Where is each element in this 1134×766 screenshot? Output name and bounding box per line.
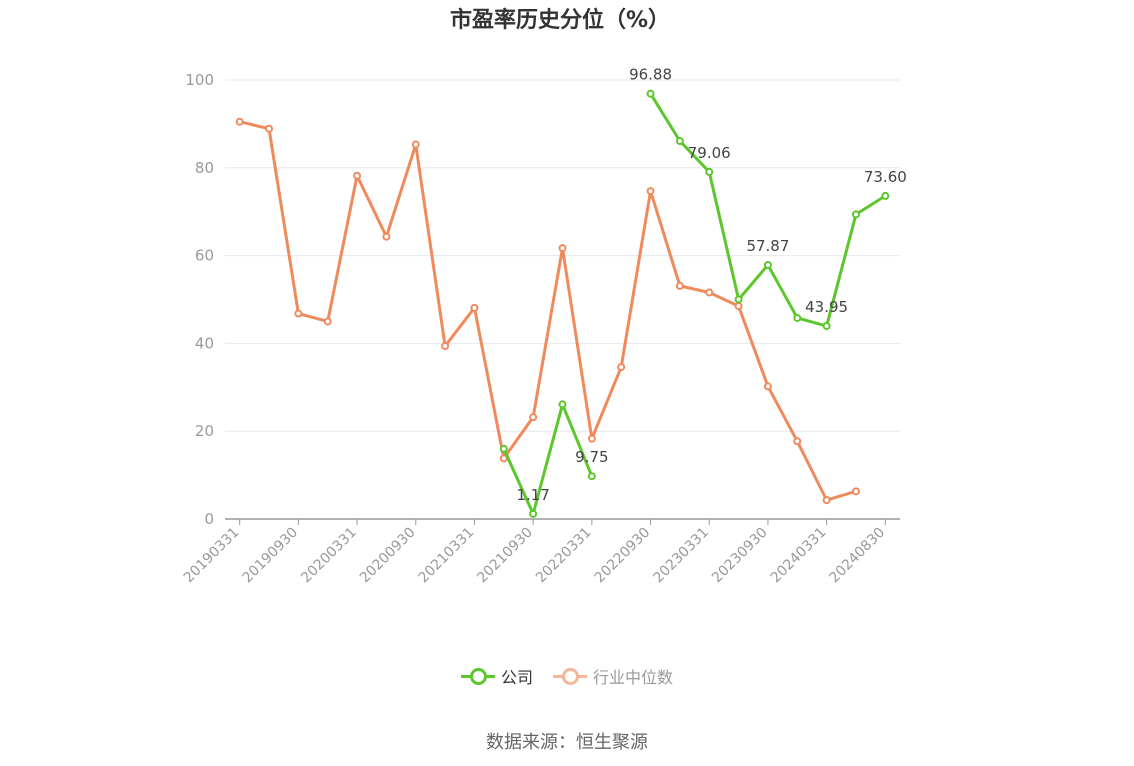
pe-percentile-chart: 0 20 40 60 80 100 2019033120190930202003312020…: [181, 66, 907, 587]
y-tick-label: 60: [195, 247, 214, 265]
data-point-company: [705, 167, 714, 176]
data-label: 1.17: [516, 486, 549, 504]
legend-company-label: 公司: [500, 668, 533, 687]
data-point-industry: [705, 288, 714, 297]
data-point-industry: [529, 413, 538, 422]
legend-item-industry[interactable]: 行业中位数: [553, 664, 673, 688]
data-point-industry: [617, 363, 626, 372]
legend-item-company[interactable]: 公司: [460, 664, 533, 688]
x-tick-label: 20200331: [298, 525, 360, 587]
legend-industry-label: 行业中位数: [593, 668, 674, 687]
y-tick-label: 80: [195, 159, 214, 177]
data-label: 9.75: [575, 448, 608, 466]
data-point-company: [763, 260, 772, 269]
data-point-industry: [646, 187, 655, 196]
data-point-industry: [294, 309, 303, 318]
x-tick-label: 20210930: [474, 525, 536, 587]
data-point-company: [587, 472, 596, 481]
data-label: 96.88: [629, 66, 672, 84]
legend-company-symbol-icon: [460, 666, 495, 686]
data-point-industry: [763, 382, 772, 391]
data-point-industry: [558, 244, 567, 253]
series-line-industry: [239, 120, 857, 502]
data-label: 57.87: [746, 237, 789, 255]
data-point-industry: [851, 487, 860, 496]
x-tick-label: 20220930: [592, 525, 654, 587]
data-point-industry: [470, 303, 479, 312]
y-tick-label: 20: [195, 422, 214, 440]
data-point-industry: [353, 171, 362, 180]
data-point-industry: [235, 117, 244, 126]
legend-industry-symbol-icon: [553, 666, 587, 686]
x-tick-label: 20220331: [533, 525, 595, 587]
data-point-industry: [323, 317, 332, 326]
data-point-company: [646, 89, 655, 98]
data-point-industry: [441, 342, 450, 351]
series-line-company: [502, 402, 594, 516]
data-point-company: [675, 137, 684, 146]
data-point-company: [851, 210, 860, 219]
x-tick-label: 20240331: [768, 525, 830, 587]
y-tick-label: 40: [195, 334, 214, 352]
data-point-company: [529, 509, 538, 518]
x-tick-label: 20190930: [239, 525, 301, 587]
data-point-company: [499, 444, 508, 453]
data-point-industry: [675, 281, 684, 290]
series-line-company: [649, 92, 887, 328]
y-tick-label: 0: [204, 510, 214, 528]
data-point-industry: [793, 437, 802, 446]
data-point-company: [881, 191, 890, 200]
data-point-industry: [265, 124, 274, 133]
data-source: 数据来源：恒生聚源: [486, 732, 648, 753]
data-label: 43.95: [805, 298, 848, 316]
data-point-company: [734, 295, 743, 304]
data-point-industry: [822, 496, 831, 505]
data-point-company: [558, 400, 567, 409]
data-label: 79.06: [688, 144, 731, 162]
legend: 公司 行业中位数: [0, 664, 1134, 688]
data-point-company: [793, 313, 802, 322]
data-point-industry: [587, 434, 596, 443]
chart-title: 市盈率历史分位（%）: [449, 8, 671, 33]
x-tick-label: 20230930: [709, 525, 771, 587]
data-point-company: [822, 322, 831, 331]
y-tick-label: 100: [185, 71, 214, 89]
x-tick-label: 20210331: [416, 525, 478, 587]
x-tick-label: 20190331: [181, 525, 243, 587]
x-tick-label: 20240830: [826, 525, 888, 587]
data-point-industry: [382, 232, 391, 241]
data-label: 73.60: [864, 168, 907, 186]
x-tick-label: 20200930: [357, 525, 419, 587]
data-point-industry: [411, 140, 420, 149]
x-tick-label: 20230331: [650, 525, 712, 587]
data-point-industry: [734, 302, 743, 311]
